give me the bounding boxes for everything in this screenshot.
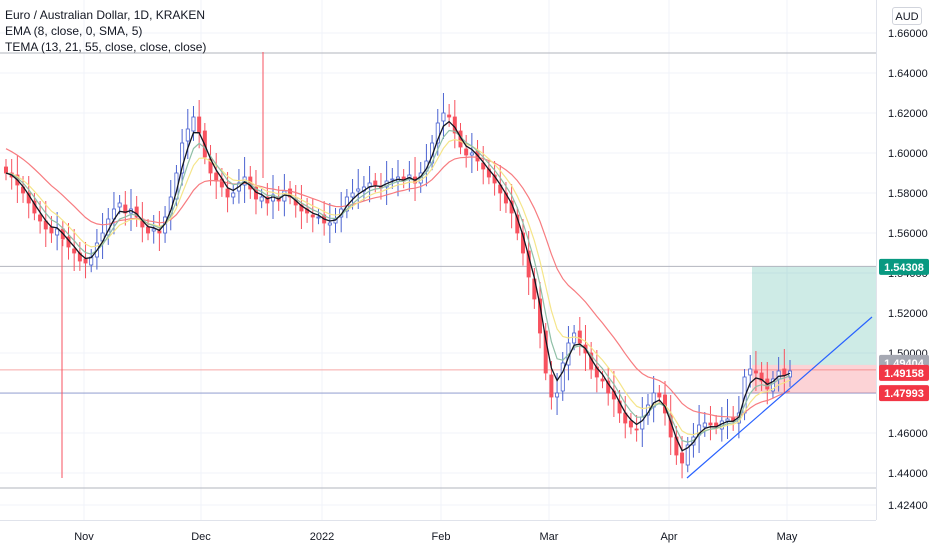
candle-up <box>327 222 332 226</box>
candle-down <box>634 428 639 431</box>
time-tick-label: Mar <box>540 531 559 543</box>
legend-title: Euro / Australian Dollar, 1D, KRAKEN <box>5 8 206 22</box>
legend-tema[interactable]: TEMA (13, 21, 55, close, close, close) <box>5 40 207 54</box>
candle-up <box>356 188 361 192</box>
tema-13-line <box>5 129 791 443</box>
candle-down <box>214 172 219 182</box>
price-label: 1.49158 <box>884 368 924 380</box>
candle-up <box>685 444 690 466</box>
price-axis[interactable]: 1.66000 1.64000 1.62000 1.60000 1.58000 1.560… <box>876 0 932 550</box>
candles <box>4 93 793 479</box>
candle-up <box>350 192 355 198</box>
candle-up <box>555 392 560 398</box>
candle-down <box>628 420 633 428</box>
candle-down <box>4 166 9 174</box>
candle-down <box>310 214 315 218</box>
candle-up <box>185 128 190 142</box>
indicator-lines <box>5 120 791 452</box>
chart-grid <box>0 0 876 520</box>
time-tick-label: 2022 <box>310 531 334 543</box>
candle-down <box>265 196 270 204</box>
currency-button[interactable]: AUD <box>892 7 922 25</box>
take-profit-zone <box>752 266 876 365</box>
candle-up <box>117 202 122 208</box>
price-tick-label: 1.44000 <box>888 468 928 480</box>
candle-up <box>259 196 264 202</box>
time-axis[interactable]: Nov Dec 2022 Feb Mar Apr May <box>0 520 876 544</box>
candle-up <box>441 112 446 122</box>
candle-up <box>560 362 565 392</box>
trendline-segment <box>686 316 873 479</box>
price-tick-label: 1.62000 <box>888 108 928 120</box>
trendline[interactable] <box>686 316 873 479</box>
price-tick-label: 1.58000 <box>888 188 928 200</box>
candle-down <box>606 380 611 394</box>
candle-down <box>543 330 548 374</box>
price-tick-label: 1.56000 <box>888 228 928 240</box>
legend-ema[interactable]: EMA (8, close, 0, SMA, 5) <box>5 24 143 38</box>
candle-down <box>577 330 582 344</box>
price-tick-label: 1.42400 <box>888 500 928 512</box>
price-label: 1.54308 <box>884 262 924 274</box>
ema-8-line <box>5 120 791 452</box>
time-tick-label: Feb <box>432 531 451 543</box>
candle-down <box>288 188 293 198</box>
price-tick-label: 1.64000 <box>888 68 928 80</box>
time-tick-label: Apr <box>660 531 677 543</box>
candle-down <box>197 116 202 134</box>
candle-up <box>435 122 440 144</box>
price-label-bg <box>879 258 929 275</box>
candle-up <box>390 178 395 181</box>
candle-down <box>38 214 43 222</box>
time-tick-label: Dec <box>191 531 211 543</box>
candle-up <box>191 116 196 132</box>
candle-down <box>464 148 469 156</box>
candle-down <box>759 372 764 382</box>
price-axis-bg <box>876 0 932 550</box>
chart-legend: Euro / Australian Dollar, 1D, KRAKEN EMA… <box>5 7 206 55</box>
candle-up <box>725 418 730 422</box>
candle-down <box>72 248 77 254</box>
candle-up <box>316 216 321 219</box>
price-label-bg <box>879 385 929 402</box>
candle-up <box>702 422 707 428</box>
candle-down <box>680 452 685 464</box>
candle-down <box>447 114 452 118</box>
horizontal-levels <box>0 52 876 489</box>
candle-up <box>55 228 60 236</box>
price-tick-label: 1.52000 <box>888 308 928 320</box>
stop-loss-zone <box>752 364 876 394</box>
price-tick-label: 1.66000 <box>888 28 928 40</box>
candle-down <box>782 368 787 376</box>
candle-down <box>123 204 128 214</box>
candle-up <box>231 192 236 198</box>
time-tick-label: Nov <box>74 531 94 543</box>
candle-down <box>134 206 139 218</box>
candle-up <box>572 332 577 344</box>
candle-down <box>49 226 54 234</box>
candle-down <box>600 378 605 382</box>
time-tick-label: May <box>777 531 798 543</box>
candle-down <box>83 258 88 264</box>
candle-down <box>225 188 230 198</box>
candle-down <box>146 226 151 234</box>
candle-down <box>753 370 758 374</box>
candle-down <box>708 422 713 426</box>
candle-down <box>157 230 162 234</box>
price-tick-label: 1.46000 <box>888 428 928 440</box>
candle-down <box>373 180 378 186</box>
price-label: 1.47993 <box>884 388 924 400</box>
candle-up <box>469 152 474 156</box>
candle-down <box>549 374 554 398</box>
price-label-bg <box>879 364 929 381</box>
price-tick-label: 1.60000 <box>888 148 928 160</box>
position-zones[interactable] <box>752 266 876 394</box>
candle-down <box>657 392 662 398</box>
candle-up <box>151 228 156 232</box>
candle-up <box>748 368 753 376</box>
candle-up <box>180 142 185 174</box>
